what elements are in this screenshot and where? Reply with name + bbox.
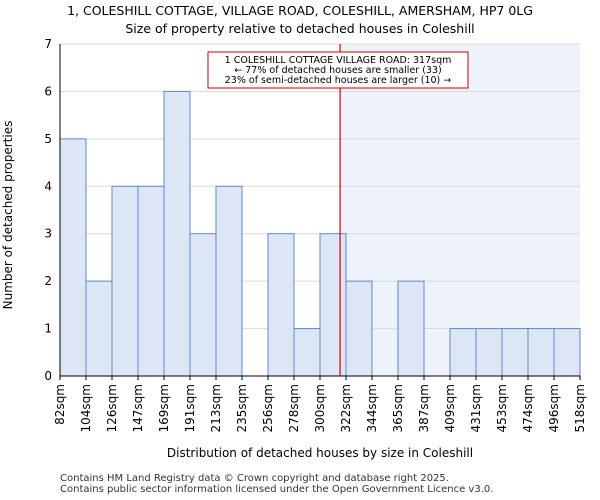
- x-tick-label: 82sqm: [53, 384, 67, 425]
- bar: [475, 328, 503, 377]
- x-tick-label: 126sqm: [105, 384, 119, 432]
- bar: [137, 185, 165, 377]
- bar: [501, 328, 529, 377]
- y-tick-label: 7: [44, 37, 52, 51]
- x-tick-label: 453sqm: [495, 384, 509, 432]
- bar: [215, 185, 243, 377]
- bar: [111, 185, 139, 377]
- annotation-line-3: 23% of semi-detached houses are larger (…: [225, 75, 452, 86]
- y-tick-label: 0: [44, 369, 52, 383]
- x-tick-label: 518sqm: [573, 384, 587, 432]
- y-tick-label: 6: [44, 84, 52, 98]
- bar: [553, 328, 581, 377]
- x-tick-label: 213sqm: [209, 384, 223, 432]
- x-axis-label: Distribution of detached houses by size …: [167, 446, 473, 460]
- chart-title-line2: Size of property relative to detached ho…: [125, 21, 474, 36]
- x-tick-label: 191sqm: [183, 384, 197, 432]
- x-tick-label: 104sqm: [79, 384, 93, 432]
- x-tick-label: 147sqm: [131, 384, 145, 432]
- bar: [527, 328, 555, 377]
- bar: [267, 233, 295, 377]
- x-tick-label: 278sqm: [287, 384, 301, 432]
- y-tick-label: 1: [44, 322, 52, 336]
- plot-area: 0 1 2 3 4 5 6 7 82sqm 104sqm 126sqm 147sqm 169sqm 191…: [44, 37, 587, 432]
- annotation-box: [207, 51, 469, 89]
- x-tick-label: 300sqm: [313, 384, 327, 432]
- x-tick-label: 409sqm: [443, 384, 457, 432]
- bar: [189, 233, 217, 377]
- bar: [293, 328, 321, 377]
- y-tick-label: 2: [44, 274, 52, 288]
- highlight-region: [340, 44, 580, 376]
- x-tick-label: 235sqm: [235, 384, 249, 432]
- annotation-line-2: ← 77% of detached houses are smaller (33…: [234, 65, 441, 76]
- bar: [59, 138, 87, 377]
- bar: [319, 233, 347, 377]
- y-tick-label: 3: [44, 227, 52, 241]
- y-tick-label: 4: [44, 179, 52, 193]
- x-tick-label: 431sqm: [469, 384, 483, 432]
- x-tick-label: 365sqm: [391, 384, 405, 432]
- x-tick-label: 387sqm: [417, 384, 431, 432]
- bar: [397, 280, 425, 377]
- x-tick-label: 256sqm: [261, 384, 275, 432]
- x-tick-label: 496sqm: [547, 384, 561, 432]
- bar: [163, 90, 191, 377]
- bar: [85, 280, 113, 377]
- y-tick-label: 5: [44, 132, 52, 146]
- footer-line2: Contains public sector information licen…: [60, 484, 494, 495]
- bar: [345, 280, 373, 377]
- bar: [449, 328, 477, 377]
- y-axis-label: Number of detached properties: [1, 121, 15, 310]
- x-tick-label: 169sqm: [157, 384, 171, 432]
- x-tick-label: 322sqm: [339, 384, 353, 432]
- annotation-line-1: 1 COLESHILL COTTAGE VILLAGE ROAD: 317sqm: [225, 55, 452, 66]
- footer-line1: Contains HM Land Registry data © Crown c…: [60, 473, 449, 484]
- x-tick-label: 344sqm: [365, 384, 379, 432]
- chart-title-line1: 1, COLESHILL COTTAGE, VILLAGE ROAD, COLE…: [67, 3, 533, 18]
- x-tick-label: 474sqm: [521, 384, 535, 432]
